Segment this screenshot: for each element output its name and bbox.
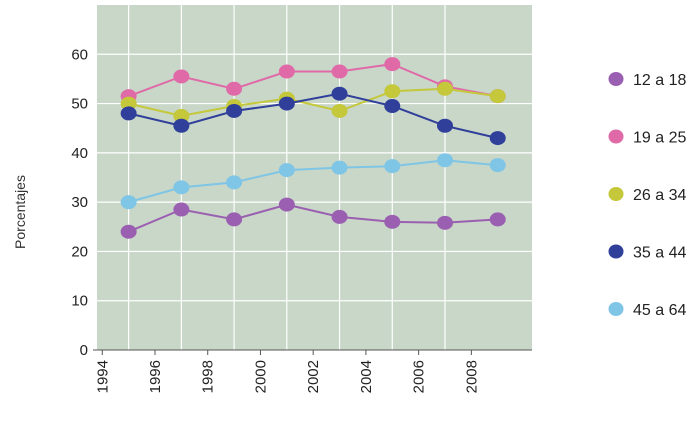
data-point bbox=[226, 81, 243, 96]
legend-marker bbox=[608, 129, 624, 144]
legend-item: 35 a 44 bbox=[608, 244, 686, 262]
data-point bbox=[278, 96, 295, 111]
data-point bbox=[278, 197, 295, 212]
legend-label: 26 a 34 bbox=[633, 187, 686, 204]
x-tick-label: 2002 bbox=[305, 360, 322, 393]
data-point bbox=[437, 153, 453, 168]
x-tick-label: 2006 bbox=[411, 360, 428, 393]
x-tick-label: 2004 bbox=[358, 360, 375, 393]
series-4 bbox=[120, 86, 506, 146]
data-point bbox=[489, 131, 506, 146]
y-tick-label: 50 bbox=[71, 96, 88, 113]
data-point bbox=[226, 175, 243, 190]
data-point bbox=[331, 103, 348, 118]
data-point bbox=[489, 212, 506, 227]
data-point bbox=[173, 180, 190, 195]
data-point bbox=[226, 103, 243, 118]
series-line bbox=[128, 87, 498, 117]
legend-item: 45 a 64 bbox=[608, 302, 686, 319]
legend-item: 19 a 25 bbox=[608, 129, 686, 147]
y-axis-label: Porcentajes bbox=[12, 175, 28, 249]
data-point bbox=[278, 64, 295, 79]
series-5 bbox=[120, 153, 506, 210]
data-point bbox=[437, 118, 453, 133]
data-point bbox=[489, 89, 506, 104]
data-point bbox=[331, 86, 348, 101]
data-point bbox=[173, 202, 190, 217]
data-point bbox=[384, 57, 401, 72]
legend-item: 12 a 18 bbox=[608, 72, 686, 89]
legend-label: 45 a 64 bbox=[633, 302, 686, 319]
x-tick-label: 2000 bbox=[252, 360, 269, 393]
data-point bbox=[226, 212, 243, 227]
plot-area bbox=[97, 5, 532, 350]
data-point bbox=[384, 99, 401, 114]
series bbox=[120, 57, 506, 239]
y-tick-label: 40 bbox=[71, 145, 88, 162]
x-tick-label: 1996 bbox=[147, 360, 164, 393]
y-tick-label: 30 bbox=[71, 194, 88, 211]
legend-label: 12 a 18 bbox=[633, 72, 686, 89]
data-point bbox=[384, 84, 401, 99]
data-point bbox=[278, 163, 295, 178]
legend-marker bbox=[608, 187, 624, 201]
data-point bbox=[384, 214, 401, 229]
legend-marker bbox=[608, 302, 624, 316]
legend-label: 35 a 44 bbox=[633, 245, 686, 262]
series-line bbox=[128, 159, 498, 204]
y-tick-labels: 0 10 20 30 40 50 60 bbox=[71, 46, 88, 359]
y-tick-label: 20 bbox=[71, 243, 88, 260]
y-tick-label: 10 bbox=[71, 293, 88, 310]
x-tick-label: 2008 bbox=[463, 360, 480, 393]
series-line bbox=[128, 203, 498, 233]
x-tick-labels: 1994 1996 1998 2000 2002 2004 2006 2008 bbox=[94, 360, 480, 393]
legend: 12 a 18 19 a 25 26 a 34 35 a 44 45 a 64 bbox=[608, 72, 686, 319]
series-1 bbox=[120, 197, 506, 239]
data-point bbox=[120, 224, 137, 239]
data-point bbox=[120, 96, 137, 111]
axes bbox=[93, 349, 532, 355]
y-tick-label: 0 bbox=[80, 342, 88, 359]
x-tick-label: 1994 bbox=[94, 360, 111, 393]
legend-marker bbox=[608, 244, 624, 259]
data-point bbox=[120, 195, 137, 210]
data-point bbox=[173, 69, 190, 84]
data-point bbox=[437, 215, 453, 230]
data-point bbox=[489, 158, 506, 173]
data-point bbox=[384, 159, 401, 174]
data-point bbox=[173, 118, 190, 133]
legend-label: 19 a 25 bbox=[633, 130, 686, 147]
data-point bbox=[173, 108, 190, 123]
legend-marker bbox=[608, 72, 624, 86]
y-tick-label: 60 bbox=[71, 46, 88, 63]
data-point bbox=[331, 64, 348, 79]
x-tick-label: 1998 bbox=[200, 360, 217, 393]
series-line bbox=[128, 63, 498, 98]
series-line bbox=[128, 92, 498, 140]
data-point bbox=[331, 160, 348, 175]
plot-background bbox=[97, 5, 532, 350]
data-point bbox=[437, 81, 453, 96]
legend-item: 26 a 34 bbox=[608, 187, 686, 204]
data-point bbox=[331, 209, 348, 224]
data-point bbox=[120, 106, 137, 121]
